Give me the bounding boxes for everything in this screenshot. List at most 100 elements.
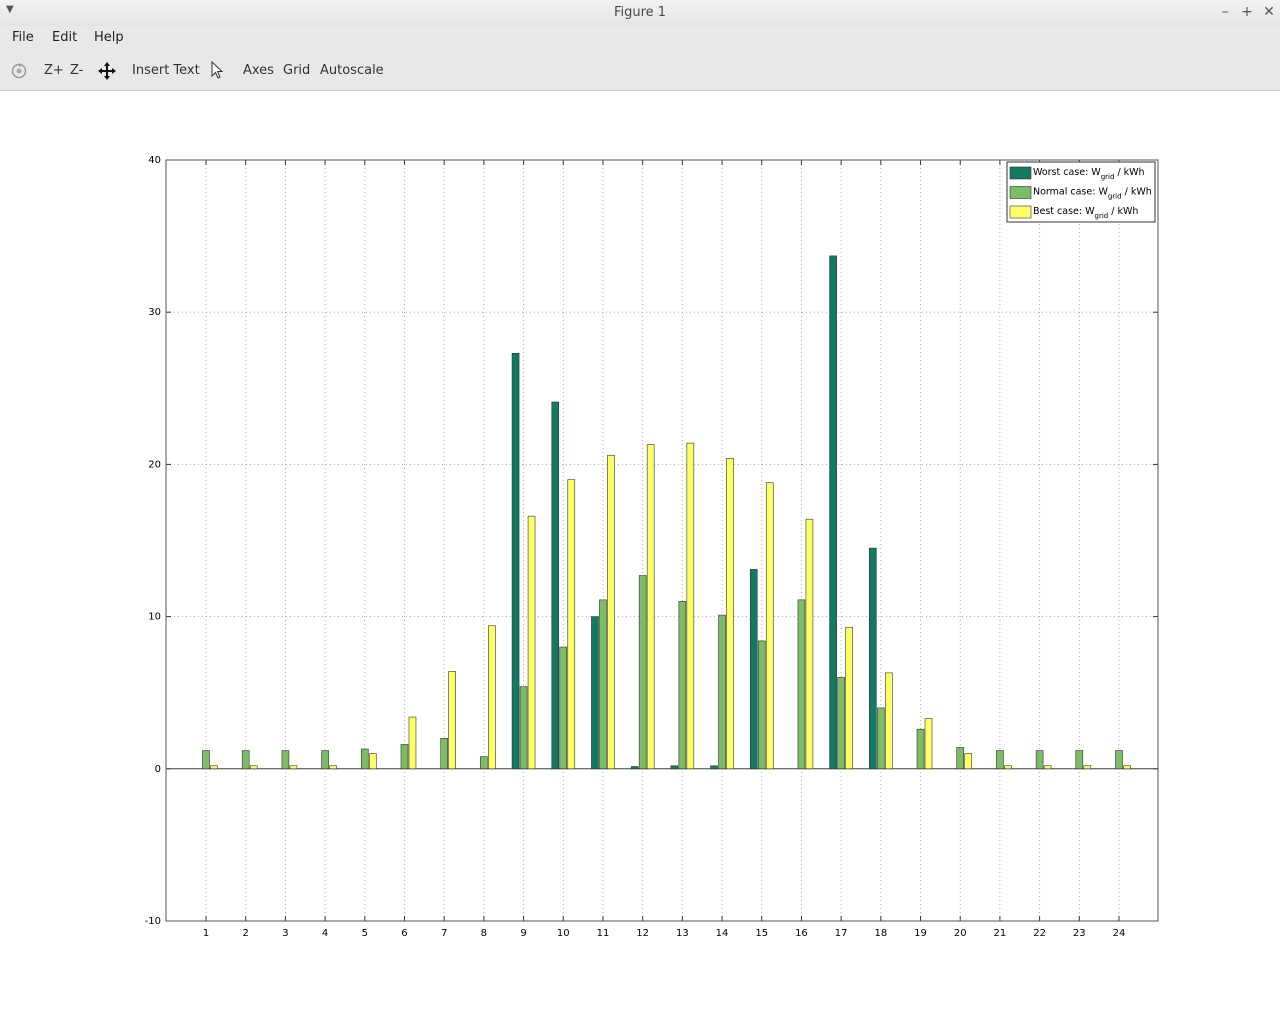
legend-swatch: [1009, 205, 1032, 219]
x-tick-label: 17: [835, 928, 848, 939]
x-tick-label: 21: [994, 928, 1007, 939]
bar-normal: [1035, 750, 1044, 770]
title-bar: ▼ Figure 1 – + ✕: [0, 0, 1280, 27]
bar-best: [210, 765, 218, 770]
bar-best: [448, 671, 456, 770]
rotate-icon[interactable]: [10, 62, 28, 80]
y-tick-label: -10: [145, 916, 161, 927]
bar-normal: [480, 756, 488, 770]
menu-edit[interactable]: Edit: [52, 30, 78, 45]
bar-normal: [321, 750, 329, 770]
legend-box: [1006, 161, 1156, 223]
autoscale-button[interactable]: Autoscale: [320, 63, 384, 78]
bar-best: [289, 765, 298, 770]
bar-normal: [519, 686, 528, 770]
bar-best: [885, 672, 893, 770]
x-tick-label: 12: [636, 928, 649, 939]
bar-best: [1004, 765, 1012, 770]
legend: Worst case: Wgrid / kWh Normal case: Wgri…: [1006, 161, 1156, 223]
bar-normal: [956, 747, 965, 770]
bar-worst: [670, 765, 679, 770]
bar-best: [567, 479, 576, 770]
bar-best: [686, 442, 695, 770]
bar-best: [1123, 765, 1131, 770]
bar-worst: [710, 765, 718, 770]
x-tick-label: 3: [282, 928, 288, 939]
bar-worst: [511, 352, 520, 770]
bar-worst: [749, 569, 758, 770]
y-tick-label: 40: [148, 155, 161, 166]
y-tick-label: 20: [148, 459, 161, 470]
x-tick-label: 19: [914, 928, 927, 939]
select-pointer-icon[interactable]: [210, 61, 224, 81]
y-tick-label: 0: [155, 764, 161, 775]
menu-bar: File Edit Help: [0, 26, 1280, 50]
bar-normal: [202, 750, 210, 770]
y-tick-label: 10: [148, 612, 161, 623]
window-menu-icon[interactable]: ▼: [6, 4, 14, 15]
bar-best: [1083, 765, 1092, 770]
x-tick-label: 16: [795, 928, 808, 939]
bar-normal: [599, 599, 607, 770]
axes-button[interactable]: Axes: [243, 63, 274, 78]
x-tick-label: 6: [401, 928, 407, 939]
legend-entry: Normal case: Wgrid / kWh: [1033, 187, 1152, 201]
minimize-icon[interactable]: –: [1221, 4, 1229, 20]
bar-best: [964, 753, 973, 770]
bar-best: [488, 625, 496, 770]
figure-canvas: 1 2 3 4 5 6 7 8 9 10 11 12 13 14 15 16 17 18 19 20 21 22 23 24-…: [0, 91, 1280, 1024]
insert-text-button[interactable]: Insert Text: [132, 63, 200, 78]
grid-button[interactable]: Grid: [283, 63, 311, 78]
bar-best: [249, 765, 258, 770]
x-tick-label: 14: [716, 928, 729, 939]
bar-best: [527, 515, 536, 770]
bar-worst: [630, 766, 639, 770]
window-title: Figure 1: [613, 5, 667, 20]
x-tick-label: 15: [755, 928, 768, 939]
bar-best: [368, 753, 377, 770]
pan-icon[interactable]: [97, 61, 117, 81]
legend-swatch: [1009, 166, 1032, 180]
bar-normal: [916, 728, 925, 770]
x-tick-label: 24: [1113, 928, 1126, 939]
legend-entry: Best case: Wgrid / kWh: [1033, 206, 1138, 220]
bar-normal: [757, 640, 766, 770]
bar-normal: [400, 744, 409, 770]
x-tick-label: 22: [1033, 928, 1046, 939]
bar-best: [1043, 765, 1052, 770]
x-tick-label: 11: [597, 928, 610, 939]
bar-normal: [281, 750, 290, 770]
x-tick-label: 2: [243, 928, 249, 939]
bar-worst: [829, 255, 837, 770]
bar-normal: [996, 750, 1004, 770]
bar-best: [726, 458, 734, 770]
x-tick-label: 13: [676, 928, 689, 939]
bar-best: [329, 765, 337, 770]
bar-normal: [797, 599, 806, 770]
bar-chart[interactable]: 1 2 3 4 5 6 7 8 9 10 11 12 13 14 15 16 17 18 19 20 21 22 23 24-…: [0, 91, 1280, 1024]
bar-best: [408, 716, 417, 770]
bar-normal: [1115, 750, 1123, 770]
bar-worst: [869, 547, 877, 770]
x-tick-label: 23: [1073, 928, 1086, 939]
zoom-out-button[interactable]: Z-: [70, 63, 84, 78]
bar-normal: [440, 738, 448, 770]
x-tick-label: 8: [481, 928, 487, 939]
x-tick-label: 20: [954, 928, 967, 939]
toolbar: Z+ Z- Insert Text Axes Grid Autoscale: [0, 50, 1280, 91]
legend-entry: Worst case: Wgrid / kWh: [1033, 167, 1145, 181]
close-icon[interactable]: ✕: [1263, 4, 1275, 20]
maximize-icon[interactable]: +: [1241, 4, 1253, 20]
bar-best: [845, 626, 853, 770]
y-tick-label: 30: [148, 307, 161, 318]
bar-worst: [591, 616, 599, 770]
zoom-in-button[interactable]: Z+: [44, 63, 64, 78]
bar-best: [924, 718, 933, 770]
plot-area: [166, 160, 1158, 921]
menu-help[interactable]: Help: [94, 30, 124, 45]
bar-normal: [241, 750, 250, 770]
bar-best: [646, 444, 655, 770]
bar-normal: [360, 748, 369, 770]
bar-best: [607, 454, 615, 770]
menu-file[interactable]: File: [12, 30, 34, 45]
